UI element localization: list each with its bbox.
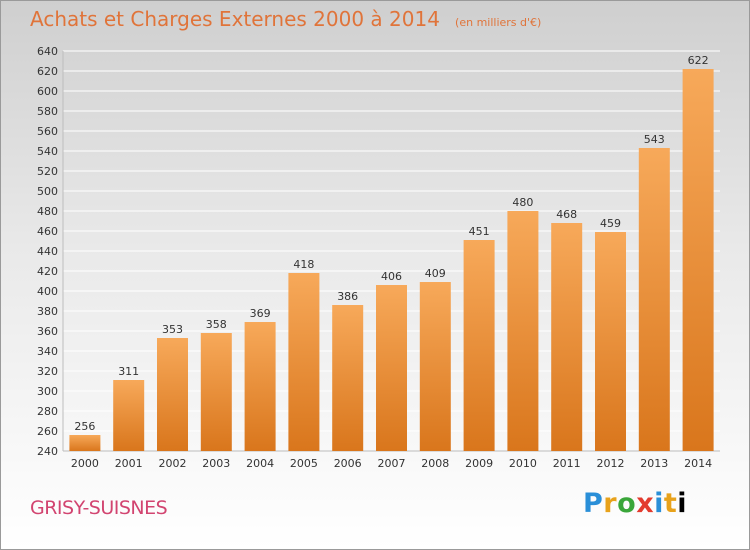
logo-letter: t [663, 488, 678, 519]
y-tick-label: 340 [37, 345, 58, 358]
data-label: 543 [644, 133, 665, 146]
y-tick-label: 380 [37, 305, 58, 318]
bar-2001 [113, 380, 145, 451]
bar-2008 [419, 282, 451, 451]
chart-unit: (en milliers d'€) [455, 16, 542, 29]
y-tick-label: 400 [37, 285, 58, 298]
bar-2014 [682, 69, 714, 451]
data-label: 480 [512, 196, 533, 209]
bar-2009 [463, 240, 495, 451]
logo-letter: o [617, 488, 637, 519]
bars [69, 69, 714, 451]
x-tick-label: 2009 [465, 457, 493, 470]
data-label: 409 [425, 267, 446, 280]
x-tick-label: 2002 [159, 457, 187, 470]
y-tick-label: 580 [37, 105, 58, 118]
chart-title: Achats et Charges Externes 2000 à 2014 [30, 7, 440, 31]
x-tick-label: 2013 [640, 457, 668, 470]
bar-2010 [507, 211, 539, 451]
x-tick-label: 2004 [246, 457, 274, 470]
bar-2006 [332, 305, 364, 451]
x-tick-label: 2000 [71, 457, 99, 470]
bar-2002 [157, 338, 188, 451]
x-tick-label: 2008 [421, 457, 449, 470]
x-tick-label: 2005 [290, 457, 318, 470]
bar-2003 [200, 333, 232, 451]
data-labels: 256 311 353 358 369 418 386 406 409 451 480 468 459 5… [74, 54, 708, 433]
data-label: 256 [74, 420, 95, 433]
x-tick-label: 2006 [334, 457, 362, 470]
bar-2005 [288, 273, 320, 451]
title-row: Achats et Charges Externes 2000 à 2014 (… [30, 7, 541, 31]
y-tick-label: 280 [37, 405, 58, 418]
y-axis: 240 260 280 300 320 340 360 380 400 420 440 460 480 5… [37, 45, 58, 458]
y-tick-label: 480 [37, 205, 58, 218]
y-tick-label: 260 [37, 425, 58, 438]
y-tick-label: 560 [37, 125, 58, 138]
data-label: 353 [162, 323, 183, 336]
data-label: 459 [600, 217, 621, 230]
y-tick-label: 300 [37, 385, 58, 398]
y-tick-label: 540 [37, 145, 58, 158]
data-label: 369 [250, 307, 271, 320]
y-tick-label: 640 [37, 45, 58, 58]
x-axis: 2000 2001 2002 2003 2004 2005 2006 2007 2008 2009… [71, 457, 712, 470]
y-tick-label: 620 [37, 65, 58, 78]
y-tick-label: 440 [37, 245, 58, 258]
y-tick-label: 600 [37, 85, 58, 98]
x-tick-label: 2003 [202, 457, 230, 470]
x-tick-label: 2007 [378, 457, 406, 470]
data-label: 386 [337, 290, 358, 303]
place-name: GRISY-SUISNES [30, 497, 168, 519]
x-tick-label: 2014 [684, 457, 712, 470]
data-label: 451 [469, 225, 490, 238]
bar-2004 [244, 322, 276, 451]
logo-letter: r [603, 488, 618, 519]
y-tick-label: 240 [37, 445, 58, 458]
logo-letter: P [583, 488, 604, 519]
data-label: 418 [293, 258, 314, 271]
y-tick-label: 520 [37, 165, 58, 178]
x-tick-label: 2010 [509, 457, 537, 470]
data-label: 358 [206, 318, 227, 331]
data-label: 311 [118, 365, 139, 378]
data-label: 468 [556, 208, 577, 221]
y-tick-label: 320 [37, 365, 58, 378]
logo-letter: i [677, 488, 688, 519]
data-label: 622 [688, 54, 709, 67]
y-tick-label: 420 [37, 265, 58, 278]
x-tick-label: 2001 [115, 457, 143, 470]
bar-2011 [551, 223, 583, 451]
logo-letter: x [636, 488, 655, 519]
bar-2012 [595, 232, 626, 451]
y-tick-label: 500 [37, 185, 58, 198]
proxiti-logo: Proxiti [583, 488, 687, 519]
bar-2013 [638, 148, 670, 451]
y-tick-label: 460 [37, 225, 58, 238]
bar-2007 [376, 285, 407, 451]
bar-2000 [69, 435, 101, 451]
x-tick-label: 2011 [553, 457, 581, 470]
y-tick-label: 360 [37, 325, 58, 338]
x-tick-label: 2012 [597, 457, 625, 470]
logo-letter: i [654, 488, 664, 519]
data-label: 406 [381, 270, 402, 283]
